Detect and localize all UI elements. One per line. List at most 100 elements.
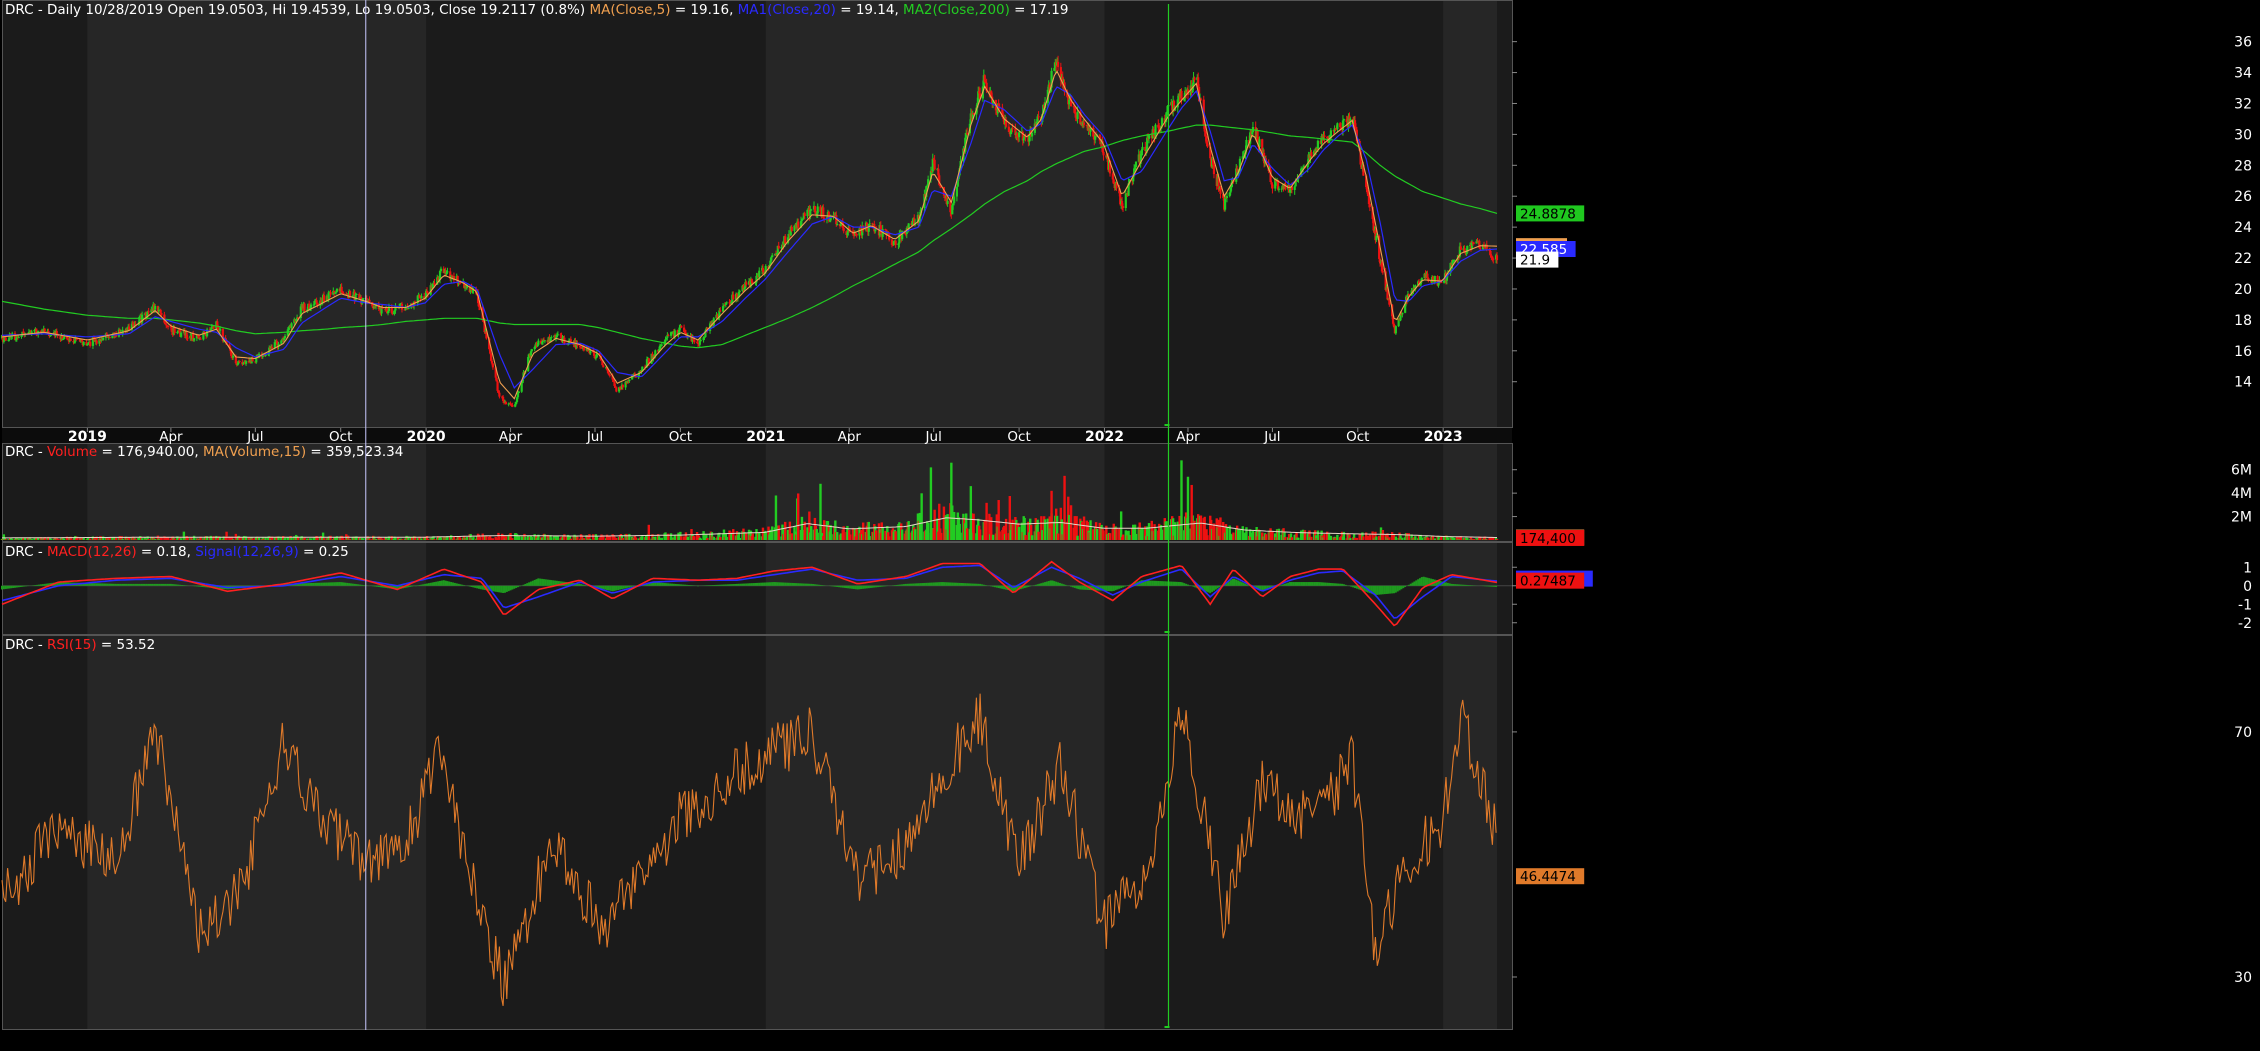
macd-hist-bar — [524, 584, 526, 586]
macd-hist-bar — [111, 584, 113, 586]
candle-body — [804, 213, 806, 216]
macd-hist-bar — [1285, 583, 1287, 585]
macd-hist-bar — [812, 584, 814, 586]
candle-body — [1343, 119, 1345, 120]
price-header-part-4: = 19.14, — [836, 2, 903, 18]
macd-hist-bar — [946, 582, 948, 585]
macd-hist-bar — [1120, 586, 1122, 588]
volume-bar — [1323, 534, 1325, 540]
macd-hist-bar — [129, 584, 131, 586]
candle-body — [895, 241, 897, 245]
macd-hist-bar — [918, 583, 920, 586]
macd-hist-bar — [1024, 586, 1026, 588]
macd-hist-bar — [1061, 584, 1063, 586]
volume-bar — [1336, 535, 1338, 540]
macd-hist-bar — [1490, 586, 1492, 587]
x-tick-label-13: Apr — [1176, 429, 1200, 445]
macd-hist-bar — [602, 586, 604, 589]
macd-hist-bar — [1402, 586, 1404, 588]
macd-hist-bar — [34, 585, 36, 586]
macd-hist-bar — [1337, 584, 1339, 586]
volume-bar — [557, 536, 559, 540]
macd-hist-bar — [933, 582, 935, 585]
rsi-year-band-2 — [1443, 636, 1497, 1029]
macd-hist-bar — [1029, 586, 1031, 587]
macd-hist-bar — [1107, 586, 1109, 591]
candle-body — [1382, 271, 1384, 272]
macd-hist-bar — [1000, 586, 1002, 589]
macd-hist-bar — [955, 583, 957, 586]
macd-hist-bar — [194, 586, 196, 587]
macd-hist-bar — [719, 585, 721, 586]
price-header-part-2: = 19.16, — [671, 2, 738, 18]
candle-body — [934, 160, 936, 170]
macd-hist-bar — [1313, 582, 1315, 586]
macd-hist-bar — [164, 584, 166, 586]
macd-hist-bar — [948, 582, 950, 585]
candle-body — [128, 327, 130, 330]
macd-hist-bar — [935, 582, 937, 585]
macd-hist-bar — [716, 585, 718, 586]
volume-bar — [1213, 523, 1215, 540]
macd-header-part-3: Signal(12,26,9) — [195, 544, 299, 560]
price-year-band-2 — [1443, 1, 1497, 427]
candle-body — [160, 310, 162, 314]
macd-hist-bar — [920, 583, 922, 586]
macd-hist-bar — [690, 585, 692, 586]
macd-hist-bar — [927, 583, 929, 586]
macd-hist-bar — [1239, 581, 1241, 585]
macd-hist-bar — [500, 586, 502, 593]
macd-hist-bar — [1311, 582, 1313, 586]
macd-hist-bar — [671, 584, 673, 586]
volume-bar — [173, 538, 175, 540]
macd-hist-bar — [755, 583, 757, 586]
candle-body — [570, 339, 572, 341]
macd-hist-bar — [944, 582, 946, 586]
macd-hist-bar — [781, 582, 783, 585]
macd-hist-bar — [1289, 582, 1291, 586]
macd-hist-bar — [1341, 584, 1343, 586]
price-y-tick-label-9: 32 — [2234, 96, 2252, 112]
volume-bar — [1096, 529, 1098, 540]
macd-hist-bar — [669, 583, 671, 585]
macd-hist-bar — [680, 584, 682, 585]
candle-body — [770, 257, 772, 261]
volume-badge-text-1: 174,400 — [1520, 531, 1576, 547]
macd-hist-bar — [740, 584, 742, 586]
macd-hist-bar — [940, 582, 942, 586]
rsi-badge-0: 46.4474 — [1516, 868, 1584, 885]
macd-hist-bar — [133, 584, 135, 586]
volume-bar — [784, 522, 786, 540]
volume-header-part-2: = 176,940.00, — [97, 444, 203, 460]
macd-hist-bar — [1447, 583, 1449, 586]
macd-hist-bar — [868, 586, 870, 588]
macd-hist-bar — [1211, 586, 1213, 592]
macd-hist-bar — [1452, 584, 1454, 586]
macd-hist-bar — [805, 584, 807, 586]
x-tick-label-5: Apr — [499, 429, 523, 445]
macd-hist-bar — [799, 583, 801, 585]
macd-hist-bar — [1460, 585, 1462, 586]
candle-body — [290, 323, 292, 327]
macd-hist-bar — [1449, 583, 1451, 585]
volume-bar — [232, 539, 234, 540]
candle-body — [1473, 243, 1475, 244]
macd-hist-bar — [174, 584, 176, 585]
macd-hist-bar — [101, 583, 103, 585]
volume-bar — [1349, 538, 1351, 540]
macd-hist-bar — [181, 585, 183, 586]
volume-bar — [849, 534, 851, 540]
macd-hist-bar — [5, 586, 7, 589]
volume-bar — [1076, 536, 1078, 540]
macd-hist-bar — [1315, 582, 1317, 586]
macd-hist-bar — [1382, 586, 1384, 595]
volume-bar — [894, 531, 896, 540]
price-badge-text-3: 21.9 — [1520, 253, 1550, 269]
macd-hist-bar — [168, 584, 170, 586]
macd-hist-bar — [751, 583, 753, 586]
macd-hist-bar — [1243, 583, 1245, 586]
macd-hist-bar — [1040, 583, 1042, 586]
macd-hist-bar — [1467, 585, 1469, 586]
candle-body — [1271, 184, 1273, 188]
volume-bar — [998, 531, 1000, 540]
